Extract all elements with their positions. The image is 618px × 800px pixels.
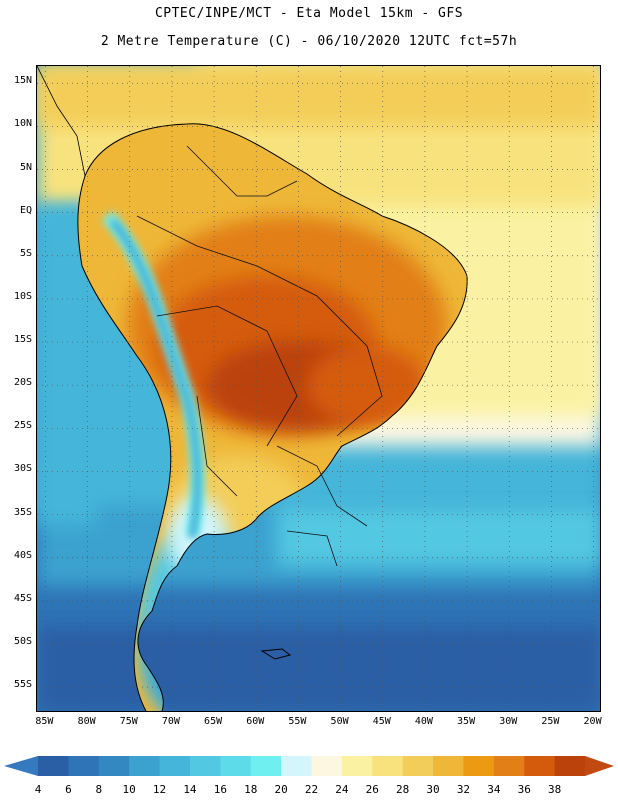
colorbar-label: 14: [183, 783, 197, 796]
colorbar-swatch: [524, 756, 556, 776]
colorbar-label: 30: [426, 783, 440, 796]
lon-tick-label: 30W: [499, 716, 518, 727]
colorbar-swatch: [159, 756, 191, 776]
lat-tick-label: EQ: [19, 204, 32, 216]
colorbar-swatch: [341, 756, 373, 776]
lat-tick-label: 35S: [13, 506, 32, 518]
lat-tick-label: 15S: [13, 334, 32, 346]
colorbar-label: 18: [244, 783, 258, 796]
colorbar-swatch: [250, 756, 282, 776]
colorbar-label: 12: [152, 783, 167, 796]
lon-tick-label: 55W: [288, 716, 307, 727]
lon-tick-label: 75W: [119, 716, 138, 727]
temperature-map: [37, 66, 600, 711]
lat-tick-label: 5S: [19, 247, 32, 259]
lon-tick-label: 40W: [414, 716, 433, 727]
lon-tick-label: 60W: [246, 716, 265, 727]
colorbar-label: 8: [95, 783, 103, 796]
lat-tick-label: 20S: [13, 377, 32, 389]
lat-tick-label: 40S: [13, 549, 32, 561]
colorbar-swatch: [554, 756, 586, 776]
lat-tick-label: 5N: [19, 161, 32, 173]
lon-tick-label: 65W: [204, 716, 223, 727]
lat-tick-label: 10N: [13, 118, 32, 130]
colorbar-swatch: [402, 756, 434, 776]
colorbar-over-arrow: [585, 756, 614, 776]
lat-tick-label: 10S: [13, 290, 32, 302]
lon-tick-label: 50W: [330, 716, 349, 727]
coastline: [37, 66, 468, 711]
lon-tick-label: 25W: [541, 716, 560, 727]
colorbar-swatch: [38, 756, 69, 776]
colorbar-label: 34: [487, 783, 501, 796]
colorbar-label: 24: [335, 783, 349, 796]
colorbar-swatch: [433, 756, 464, 776]
colorbar-label: 22: [304, 783, 319, 796]
colorbar-under-arrow: [4, 756, 38, 776]
colorbar-label: 36: [517, 783, 531, 796]
colorbar-label: 32: [456, 783, 471, 796]
map-subtitle: 2 Metre Temperature (C) - 06/10/2020 12U…: [100, 34, 518, 49]
colorbar: [4, 756, 614, 776]
colorbar-swatch: [311, 756, 343, 776]
lon-tick-label: 70W: [161, 716, 180, 727]
colorbar-swatch: [493, 756, 525, 776]
lat-tick-label: 45S: [13, 592, 32, 604]
country-borders: [136, 145, 383, 567]
lat-tick-label: 15N: [13, 75, 32, 87]
colorbar-swatch: [372, 756, 404, 776]
colorbar-swatch: [98, 756, 130, 776]
colorbar-label: 26: [365, 783, 379, 796]
lon-tick-label: 85W: [35, 716, 54, 727]
lat-tick-label: 25S: [13, 420, 32, 432]
colorbar-label: 16: [213, 783, 227, 796]
colorbar-swatch: [220, 756, 252, 776]
lon-tick-label: 45W: [372, 716, 391, 727]
map-panel[interactable]: [36, 65, 601, 712]
colorbar-label: 10: [122, 783, 136, 796]
lat-tick-label: 50S: [13, 635, 32, 647]
lon-tick-label: 80W: [77, 716, 96, 727]
graticule: [37, 66, 600, 711]
colorbar-swatch: [281, 756, 312, 776]
colorbar-label: 20: [274, 783, 288, 796]
colorbar-swatch: [129, 756, 161, 776]
colorbar-label: 4: [34, 783, 42, 796]
colorbar-label: 28: [396, 783, 410, 796]
map-title: CPTEC/INPE/MCT - Eta Model 15km - GFS: [154, 6, 464, 21]
colorbar-swatch: [463, 756, 495, 776]
lon-tick-label: 20W: [583, 716, 602, 727]
colorbar-swatch: [68, 756, 100, 776]
colorbar-swatch: [189, 756, 221, 776]
lat-tick-label: 30S: [13, 463, 32, 475]
colorbar-label: 38: [547, 783, 562, 796]
lat-tick-label: 55S: [13, 679, 32, 691]
colorbar-label: 6: [65, 783, 72, 796]
lon-tick-label: 35W: [457, 716, 476, 727]
